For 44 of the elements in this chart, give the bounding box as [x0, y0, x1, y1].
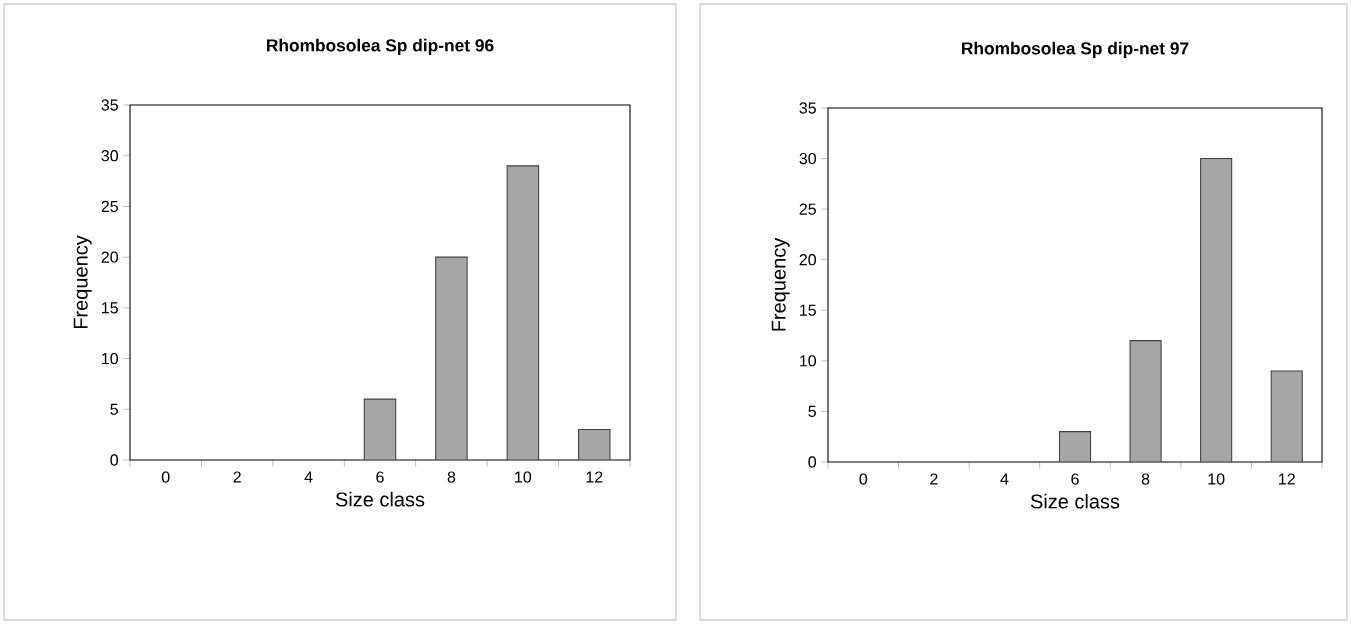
bar — [578, 429, 611, 460]
x-tick-label: 2 — [930, 473, 938, 485]
x-tick-label: 6 — [1071, 473, 1079, 485]
y-tick-label: 20 — [101, 251, 119, 263]
y-tick-label: 10 — [102, 352, 119, 365]
y-tick-label: 25 — [799, 203, 816, 215]
bar — [1129, 340, 1162, 462]
y-tick-label: 20 — [799, 254, 817, 266]
x-tick-label: 10 — [515, 471, 532, 483]
chart-title: Rhombosolea Sp dip-net 96 — [267, 38, 494, 55]
bar — [506, 165, 540, 460]
x-axis-title: Size class — [335, 491, 425, 507]
bar — [1058, 431, 1092, 462]
y-tick-label: 5 — [110, 403, 118, 415]
y-axis-title: Frequency — [771, 237, 790, 331]
x-tick-label: 12 — [586, 471, 603, 483]
y-tick-label: 25 — [101, 200, 118, 213]
y-tick-label: 0 — [808, 456, 817, 468]
x-tick-label: 8 — [447, 471, 456, 483]
y-tick-label: 30 — [799, 152, 817, 165]
x-tick-label: 8 — [1141, 473, 1150, 485]
x-tick-label: 6 — [376, 471, 384, 483]
x-tick-label: 0 — [859, 473, 868, 485]
y-tick-label: 15 — [800, 304, 816, 316]
x-tick-label: 0 — [161, 471, 170, 483]
bar — [1270, 370, 1303, 462]
y-tick-label: 5 — [808, 405, 816, 417]
y-tick-label: 0 — [110, 454, 119, 466]
y-tick-label: 35 — [101, 99, 118, 111]
bar — [435, 256, 468, 460]
bar — [1200, 158, 1233, 462]
y-tick-label: 15 — [102, 302, 118, 314]
x-tick-label: 4 — [304, 471, 313, 483]
x-tick-label: 12 — [1279, 473, 1295, 485]
y-tick-label: 10 — [800, 355, 817, 367]
x-tick-label: 10 — [1208, 473, 1225, 485]
bar — [363, 398, 397, 460]
y-tick-label: 30 — [101, 150, 119, 162]
x-axis-title: Size class — [1030, 493, 1120, 509]
x-tick-label: 4 — [1000, 473, 1009, 485]
y-axis-title: Frequency — [73, 235, 92, 329]
chart-title: Rhombosolea Sp dip-net 97 — [962, 41, 1189, 58]
x-tick-label: 2 — [233, 471, 241, 483]
y-tick-label: 35 — [799, 102, 816, 114]
